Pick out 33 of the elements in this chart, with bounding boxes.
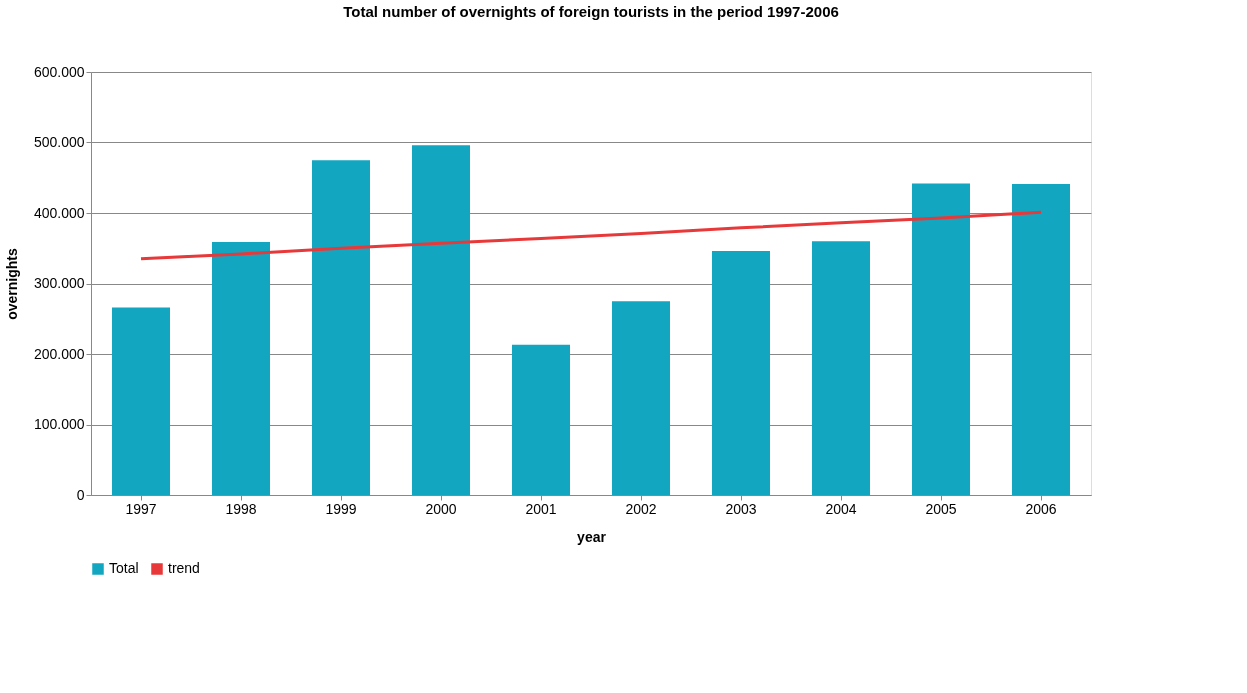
legend-label: Total [109, 560, 139, 576]
bar [312, 160, 370, 495]
bar [212, 241, 270, 495]
x-tick-label: 1998 [225, 500, 257, 517]
bar [912, 183, 970, 495]
y-tick-label: 200.000 [33, 345, 85, 362]
y-tick-label: 0 [76, 486, 85, 503]
y-tick-label: 600.000 [33, 63, 85, 80]
y-tick-label: 100.000 [33, 416, 85, 432]
bar [412, 145, 470, 495]
legend-label: trend [168, 560, 200, 576]
x-tick-label: 1999 [325, 500, 357, 517]
line-series [139, 210, 1043, 261]
x-tick-label: 2000 [425, 500, 457, 517]
x-tick-label: 2005 [925, 500, 957, 517]
x-axis-title: year [577, 528, 607, 545]
y-tick-label: 300.000 [33, 275, 85, 291]
x-tick-label: 2006 [1025, 500, 1057, 517]
bar [1012, 184, 1070, 495]
chart-title: Total number of overnights of foreign tourists in the period 1997-2006 [343, 3, 839, 20]
x-tick-label: 2002 [625, 500, 657, 517]
x-tick-label: 1997 [125, 500, 157, 517]
bar [612, 301, 670, 495]
bar [512, 344, 570, 495]
y-tick-label: 500.000 [33, 134, 85, 150]
x-tick-label: 2001 [525, 500, 557, 517]
x-tick-label: 2004 [825, 500, 857, 517]
x-tick-label: 2003 [725, 500, 757, 517]
y-axis-title: overnights [3, 248, 20, 320]
bar [712, 251, 770, 495]
bar [112, 307, 170, 495]
y-tick-label: 400.000 [33, 204, 85, 221]
bar [812, 241, 870, 495]
